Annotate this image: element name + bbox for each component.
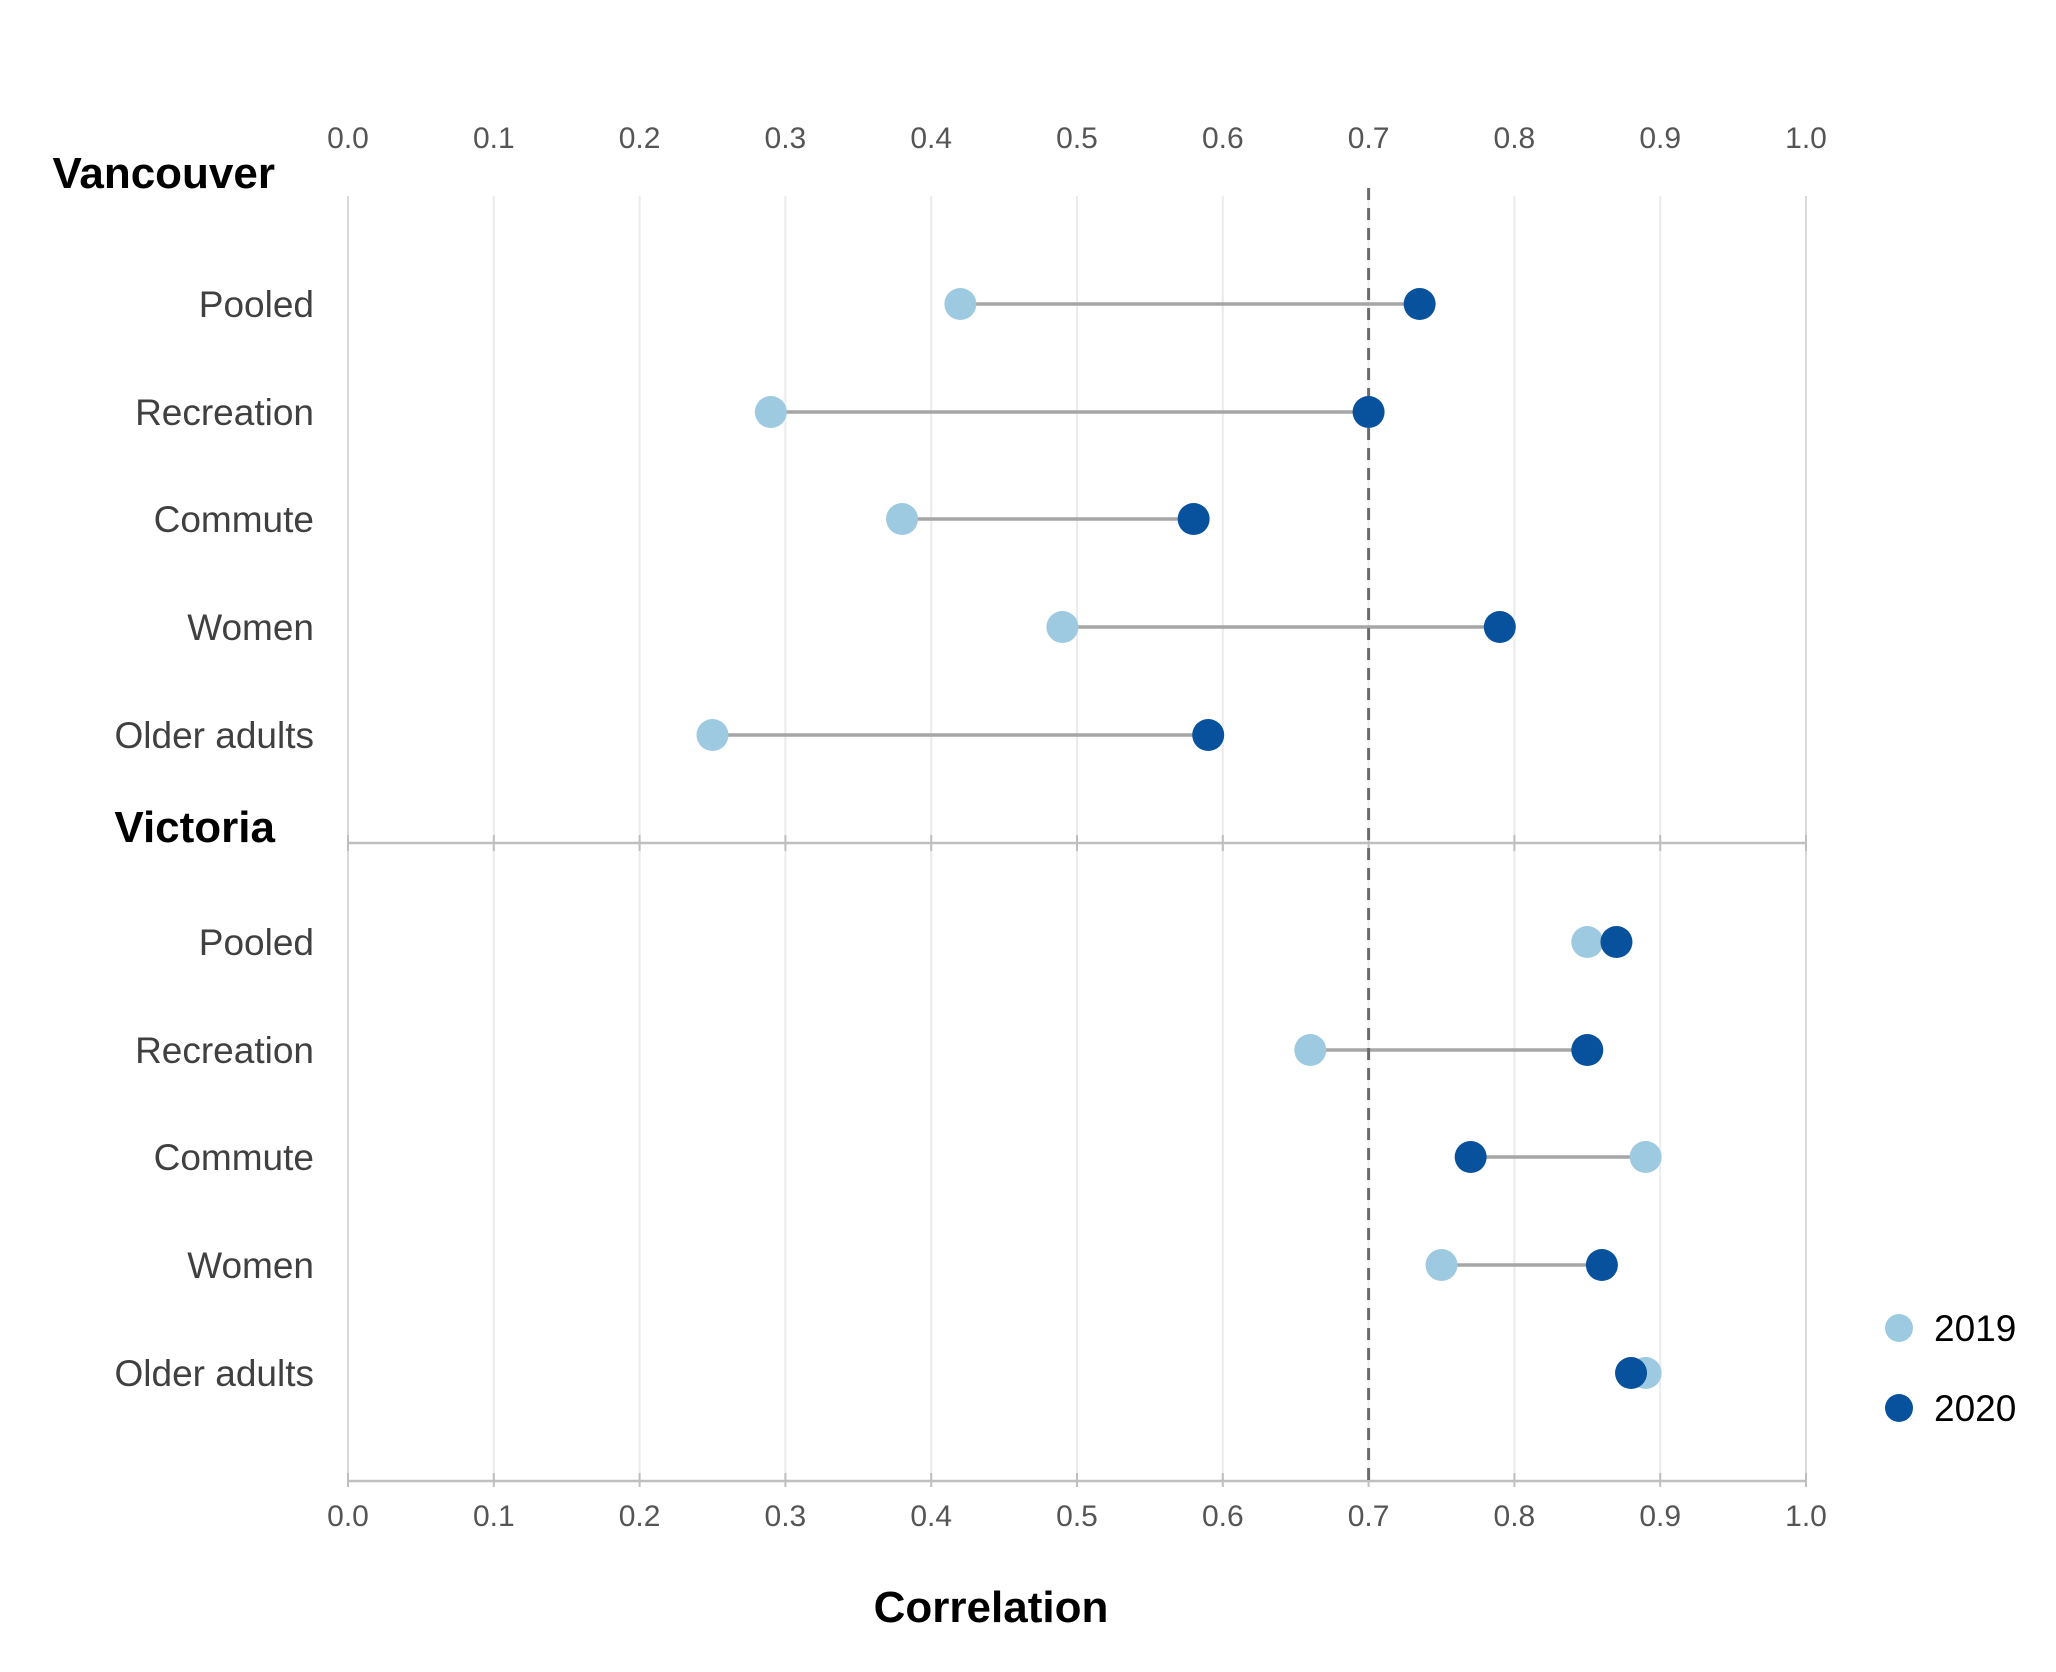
point-2020-victoria-older-adults xyxy=(1615,1357,1648,1389)
point-2020-vancouver-pooled xyxy=(1403,288,1436,320)
bottom-tick-label-0.1: 0.1 xyxy=(473,1500,515,1533)
group-label-victoria: Victoria xyxy=(114,803,275,852)
row-label-vancouver-older-adults: Older adults xyxy=(115,715,315,756)
legend-label-2019: 2019 xyxy=(1934,1308,2016,1349)
point-2019-victoria-commute xyxy=(1629,1141,1662,1173)
legend-label-2020: 2020 xyxy=(1934,1388,2016,1429)
point-2020-victoria-pooled xyxy=(1600,926,1633,958)
x-axis-title: Correlation xyxy=(874,1583,1109,1632)
labels: 0.0 0.0 0.1 0.1 0.2 0.2 0.3 0.3 0.4 0.4 0.5 0.5 0.6 0… xyxy=(52,122,1826,1632)
top-tick-label-0.0: 0.0 xyxy=(327,122,369,155)
point-2019-vancouver-women xyxy=(1046,611,1079,643)
top-tick-label-0.4: 0.4 xyxy=(910,122,952,155)
bottom-tick-label-0.8: 0.8 xyxy=(1494,1500,1536,1533)
row-label-victoria-recreation: Recreation xyxy=(135,1030,314,1071)
row-label-victoria-commute: Commute xyxy=(154,1137,314,1178)
bottom-tick-label-0.6: 0.6 xyxy=(1202,1500,1244,1533)
bottom-tick-label-0.2: 0.2 xyxy=(619,1500,661,1533)
bottom-tick-label-0.5: 0.5 xyxy=(1056,1500,1098,1533)
bottom-tick-label-1.0: 1.0 xyxy=(1785,1500,1827,1533)
legend: 2019 2020 xyxy=(1885,1308,2016,1429)
row-label-vancouver-pooled: Pooled xyxy=(199,284,314,325)
point-2019-victoria-pooled xyxy=(1571,926,1604,958)
data-points xyxy=(696,288,1662,1389)
top-tick-label-0.6: 0.6 xyxy=(1202,122,1244,155)
point-2020-victoria-recreation xyxy=(1571,1034,1604,1066)
bottom-tick-label-0.9: 0.9 xyxy=(1639,1500,1681,1533)
point-2020-vancouver-recreation xyxy=(1352,396,1385,428)
top-tick-label-0.8: 0.8 xyxy=(1494,122,1536,155)
row-label-vancouver-women: Women xyxy=(187,607,314,648)
legend-marker-2020 xyxy=(1885,1394,1913,1422)
top-tick-label-0.9: 0.9 xyxy=(1639,122,1681,155)
bottom-tick-label-0.0: 0.0 xyxy=(327,1500,369,1533)
top-tick-label-0.3: 0.3 xyxy=(765,122,807,155)
top-tick-label-1.0: 1.0 xyxy=(1785,122,1827,155)
point-2020-vancouver-commute xyxy=(1177,503,1210,535)
point-2020-vancouver-women xyxy=(1483,611,1516,643)
row-label-victoria-older-adults: Older adults xyxy=(115,1353,315,1394)
point-2020-victoria-women xyxy=(1585,1249,1618,1281)
row-label-victoria-women: Women xyxy=(187,1245,314,1286)
top-tick-label-0.1: 0.1 xyxy=(473,122,515,155)
point-2019-victoria-women xyxy=(1425,1249,1458,1281)
point-2019-victoria-recreation xyxy=(1294,1034,1327,1066)
top-tick-label-0.5: 0.5 xyxy=(1056,122,1098,155)
top-tick-label-0.2: 0.2 xyxy=(619,122,661,155)
bottom-tick-label-0.3: 0.3 xyxy=(765,1500,807,1533)
row-label-vancouver-recreation: Recreation xyxy=(135,392,314,433)
group-label-vancouver: Vancouver xyxy=(52,149,275,198)
top-tick-label-0.7: 0.7 xyxy=(1348,122,1390,155)
bottom-tick-label-0.4: 0.4 xyxy=(910,1500,952,1533)
bottom-tick-label-0.7: 0.7 xyxy=(1348,1500,1390,1533)
point-2019-vancouver-commute xyxy=(886,503,919,535)
legend-marker-2019 xyxy=(1885,1314,1913,1342)
point-2020-victoria-commute xyxy=(1454,1141,1487,1173)
row-label-victoria-pooled: Pooled xyxy=(199,922,314,963)
point-2019-vancouver-older-adults xyxy=(696,719,729,751)
dumbbell-connectors xyxy=(712,302,1646,1375)
point-2020-vancouver-older-adults xyxy=(1192,719,1225,751)
point-2019-vancouver-pooled xyxy=(944,288,977,320)
row-label-vancouver-commute: Commute xyxy=(154,499,314,540)
axes xyxy=(347,835,1807,1487)
point-2019-vancouver-recreation xyxy=(754,396,787,428)
